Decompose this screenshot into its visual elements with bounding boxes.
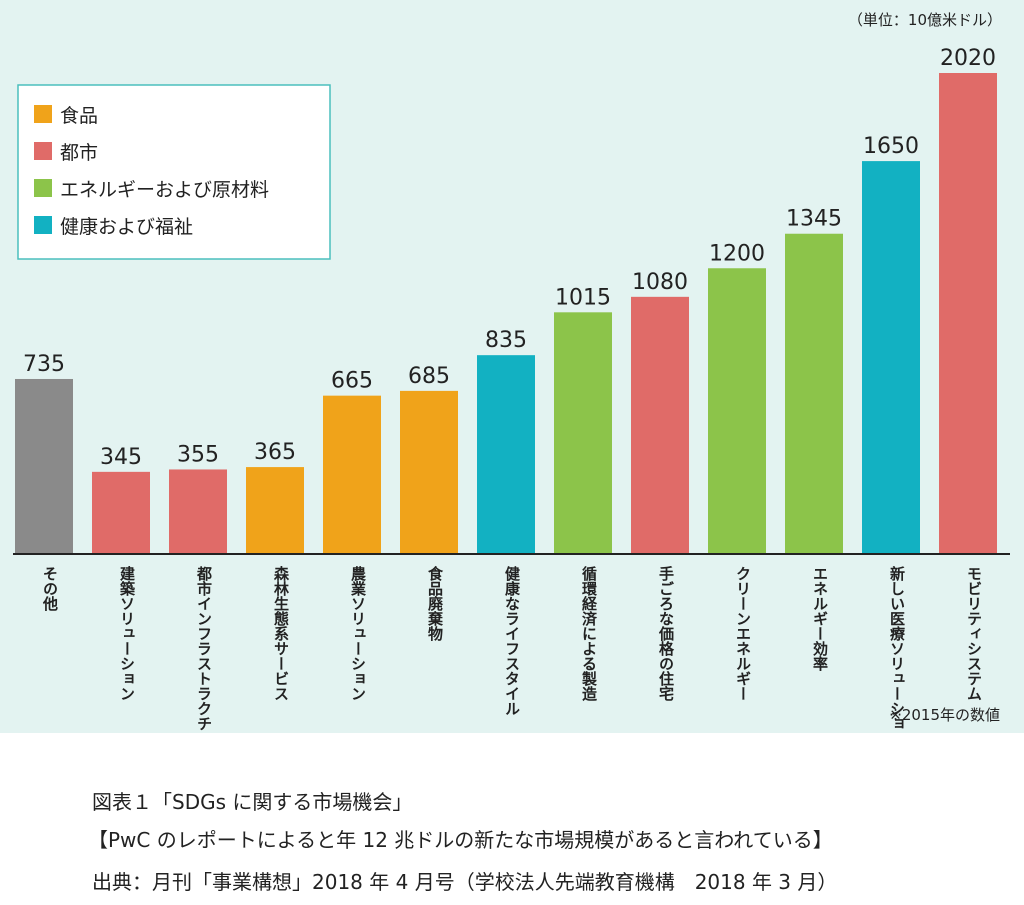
bar (323, 395, 381, 554)
bar-value-label: 735 (23, 352, 65, 377)
bar (631, 296, 689, 554)
category-label: モビリティシステム (965, 566, 983, 701)
legend-label: エネルギーおよび原材料 (60, 179, 269, 201)
footnote: ※2015年の数値 (889, 706, 1000, 724)
category-label: 都市インフラストラクチャー (195, 566, 213, 733)
bar (400, 390, 458, 554)
bar (939, 73, 997, 554)
category-label: 健康なライフスタイル (503, 565, 521, 716)
category-label: 手ごろな価格の住宅 (657, 565, 675, 702)
category-label: 建築ソリューション (118, 565, 136, 701)
legend-swatch (34, 105, 52, 123)
chart-panel: （単位：10億米ドル） 食品都市エネルギーおよび原材料 健康および福祉 735 34… (0, 0, 1024, 733)
category-labels: その他 建築ソリューション 都市インフラストラクチャー 森林生態系サービス 農業ソリュー… (41, 565, 983, 733)
bar-value-label: 835 (485, 328, 527, 353)
category-label: エネルギー効率 (811, 566, 829, 672)
bar (785, 233, 843, 554)
bar-value-label: 1200 (709, 241, 765, 266)
bar (246, 467, 304, 554)
category-label: クリーンエネルギー (734, 566, 752, 701)
category-label: 食品廃棄物 (426, 565, 444, 642)
bar (708, 268, 766, 554)
legend-label: 健康および福祉 (60, 216, 193, 238)
legend-label: 食品 (60, 105, 98, 127)
bar-value-label: 1015 (555, 285, 611, 310)
category-label: 農業ソリューション (349, 565, 367, 701)
legend-label: 都市 (60, 142, 98, 164)
bars-group: 735 345 355 365 665 685 835 1015 1080 1200 1345 165… (15, 46, 997, 555)
bar (862, 161, 920, 555)
category-label: 循環経済による製造 (580, 565, 598, 702)
bar-value-label: 685 (408, 364, 450, 389)
bar-value-label: 345 (100, 445, 142, 470)
legend-box (17, 84, 331, 260)
caption-source: 出典：月刊「事業構想」2018 年 4 月号（学校法人先端教育機構 2018 年… (92, 870, 838, 894)
bar-value-label: 1080 (632, 270, 688, 295)
bar-value-label: 1345 (786, 207, 842, 232)
bar (15, 378, 73, 554)
bar-value-label: 355 (177, 442, 219, 467)
category-label: 新しい医療ソリューション (888, 565, 906, 733)
bar-value-label: 365 (254, 440, 296, 465)
caption-title: 図表１「SDGs に関する市場機会」 (92, 790, 413, 814)
caption-summary: 【PwC のレポートによると年 12 兆ドルの新たな市場規模があると言われている… (88, 828, 833, 852)
legend-swatch (34, 142, 52, 160)
legend-swatch (34, 179, 52, 197)
category-label: その他 (41, 566, 59, 612)
bar (92, 471, 150, 554)
bar (554, 312, 612, 554)
legend-swatch (34, 216, 52, 234)
bar-value-label: 665 (331, 369, 373, 394)
bar (477, 355, 535, 554)
unit-note: （単位：10億米ドル） (848, 11, 1002, 29)
bar-value-label: 2020 (940, 46, 996, 71)
bar-value-label: 1650 (863, 134, 919, 159)
category-label: 森林生態系サービス (272, 565, 290, 701)
bar (169, 469, 227, 554)
